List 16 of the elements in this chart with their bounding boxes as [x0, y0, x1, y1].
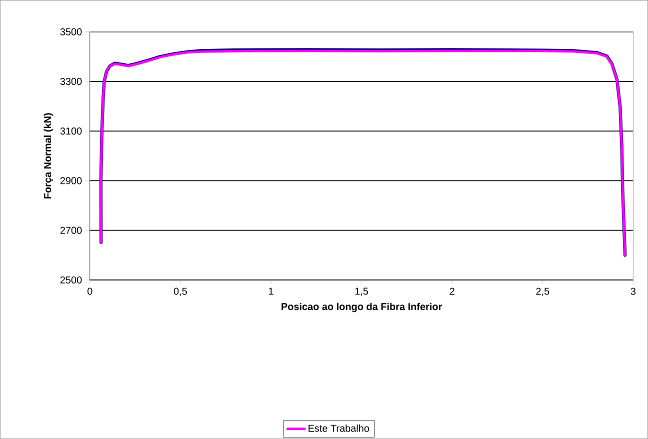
x-tick-label: 1 — [268, 288, 274, 295]
y-axis-title: Força Normal (kN) — [44, 113, 54, 198]
legend-label: Este Trabalho — [308, 424, 370, 432]
x-tick-label: 0 — [87, 288, 92, 295]
y-tick-label: 2500 — [60, 276, 82, 284]
y-tick-label: 2700 — [60, 226, 82, 234]
y-tick-label: 3300 — [60, 78, 82, 86]
y-tick-label: 2900 — [60, 177, 82, 184]
x-tick-label: 2,5 — [536, 288, 550, 296]
y-tick-label: 3100 — [60, 128, 82, 135]
x-tick-label: 0,5 — [174, 288, 187, 296]
x-tick-label: 2 — [450, 288, 454, 295]
x-tick-label: 3 — [630, 288, 636, 295]
x-axis-title: Posicao ao longo da Fibra Inferior — [282, 302, 442, 312]
y-tick-label: 3500 — [60, 28, 82, 36]
x-tick-label: 1,5 — [355, 288, 368, 296]
